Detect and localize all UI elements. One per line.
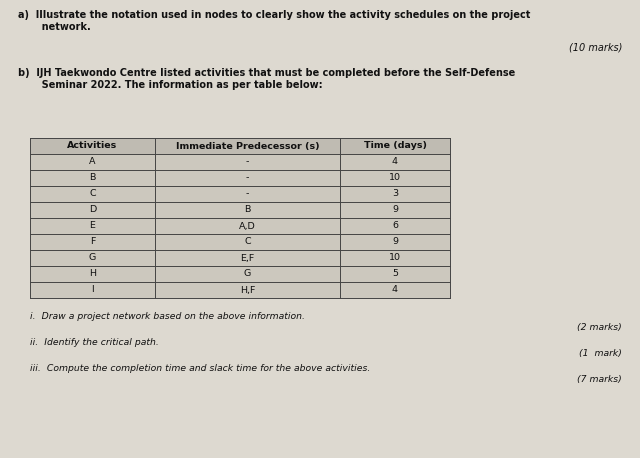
Text: (2 marks): (2 marks): [577, 323, 622, 332]
Text: 4: 4: [392, 285, 398, 294]
Bar: [30, 138, 450, 298]
Text: b)  IJH Taekwondo Centre listed activities that must be completed before the Sel: b) IJH Taekwondo Centre listed activitie…: [18, 68, 515, 78]
Text: 3: 3: [392, 190, 398, 198]
Text: (10 marks): (10 marks): [568, 42, 622, 52]
Text: H,F: H,F: [240, 285, 255, 294]
Text: F: F: [90, 238, 95, 246]
Text: B: B: [244, 206, 251, 214]
Text: E: E: [90, 222, 95, 230]
Text: ii.  Identify the critical path.: ii. Identify the critical path.: [30, 338, 159, 347]
Text: D: D: [89, 206, 96, 214]
Text: 6: 6: [392, 222, 398, 230]
Text: -: -: [246, 158, 249, 167]
Text: 4: 4: [392, 158, 398, 167]
Text: 5: 5: [392, 269, 398, 278]
Text: network.: network.: [18, 22, 91, 32]
Text: -: -: [246, 190, 249, 198]
Text: Time (days): Time (days): [364, 142, 426, 151]
Text: i.  Draw a project network based on the above information.: i. Draw a project network based on the a…: [30, 312, 305, 321]
Text: C: C: [89, 190, 96, 198]
Text: 9: 9: [392, 238, 398, 246]
Text: G: G: [244, 269, 251, 278]
Text: Seminar 2022. The information as per table below:: Seminar 2022. The information as per tab…: [18, 80, 323, 90]
Text: B: B: [90, 174, 96, 182]
Text: 10: 10: [389, 253, 401, 262]
Text: 10: 10: [389, 174, 401, 182]
Text: iii.  Compute the completion time and slack time for the above activities.: iii. Compute the completion time and sla…: [30, 364, 371, 373]
Text: (7 marks): (7 marks): [577, 375, 622, 384]
Text: I: I: [91, 285, 94, 294]
Text: a)  Illustrate the notation used in nodes to clearly show the activity schedules: a) Illustrate the notation used in nodes…: [18, 10, 531, 20]
Text: Immediate Predecessor (s): Immediate Predecessor (s): [176, 142, 319, 151]
Text: H: H: [89, 269, 96, 278]
Text: G: G: [89, 253, 96, 262]
Text: 9: 9: [392, 206, 398, 214]
Text: A,D: A,D: [239, 222, 256, 230]
Text: -: -: [246, 174, 249, 182]
Bar: [30, 138, 450, 154]
Text: A: A: [89, 158, 96, 167]
Text: C: C: [244, 238, 251, 246]
Text: Activities: Activities: [67, 142, 118, 151]
Text: E,F: E,F: [241, 253, 255, 262]
Text: (1  mark): (1 mark): [579, 349, 622, 358]
